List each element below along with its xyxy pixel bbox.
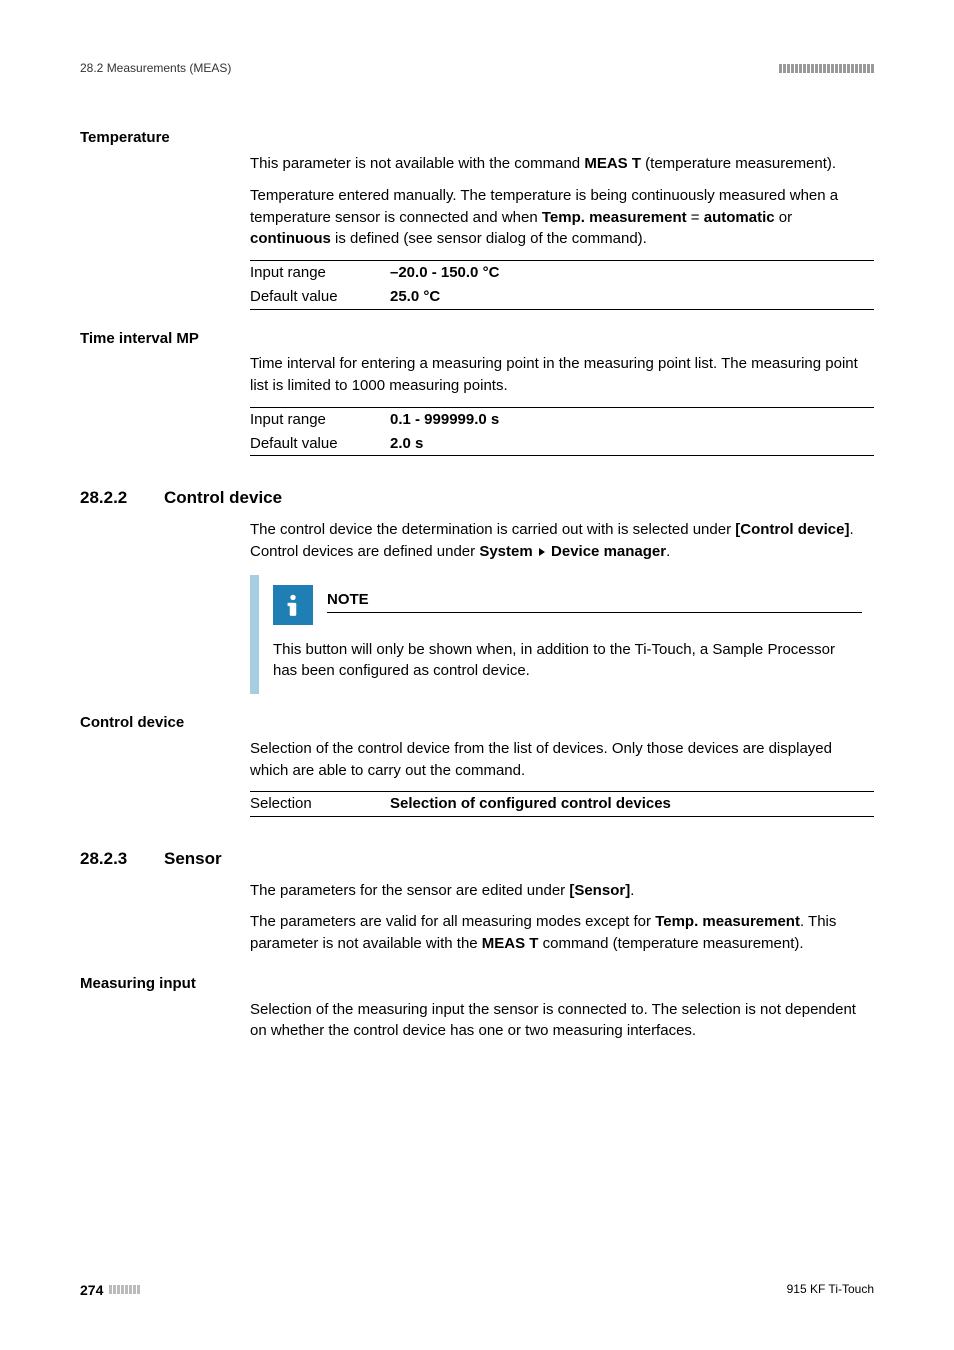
text-bold: continuous [250,230,331,247]
header-section-label: 28.2 Measurements (MEAS) [80,60,231,77]
text: is defined (see sensor dialog of the com… [331,230,647,247]
control-device-spec-table: Selection Selection of configured contro… [250,791,874,817]
text-bold: automatic [704,209,775,226]
text-bold: MEAS T [584,155,641,172]
text-bold: [Sensor] [569,882,630,899]
spec-label: Selection [250,793,390,815]
heading-control-device: Control device [80,712,874,734]
triangle-icon [539,548,545,556]
note-header: NOTE [273,585,862,625]
measuring-input-p1: Selection of the measuring input the sen… [250,999,874,1043]
temperature-spec-table: Input range –20.0 - 150.0 °C Default val… [250,260,874,310]
page-number: 274 [80,1280,103,1300]
text-bold: MEAS T [482,935,539,952]
spec-label: Input range [250,262,390,284]
text: or [775,209,793,226]
temperature-block: This parameter is not available with the… [250,153,874,310]
time-interval-spec-table: Input range 0.1 - 999999.0 s Default val… [250,407,874,457]
text-bold: [Control device] [735,521,849,538]
temperature-p2: Temperature entered manually. The temper… [250,185,874,250]
text: The control device the determination is … [250,521,735,538]
spec-label: Default value [250,286,390,308]
text: This parameter is not available with the… [250,155,584,172]
section-number: 28.2.2 [80,486,140,511]
section-heading-28-2-2: 28.2.2 Control device [80,486,874,511]
header-decoration [779,64,874,73]
table-row: Default value 25.0 °C [250,285,874,309]
spec-value: Selection of configured control devices [390,793,671,815]
spec-value: –20.0 - 150.0 °C [390,262,499,284]
table-row: Input range –20.0 - 150.0 °C [250,261,874,285]
measuring-input-block: Selection of the measuring input the sen… [250,999,874,1043]
footer-product: 915 KF Ti-Touch [787,1281,874,1298]
heading-temperature: Temperature [80,127,874,149]
text: (temperature measurement). [641,155,836,172]
temperature-p1: This parameter is not available with the… [250,153,874,175]
note-title: NOTE [327,585,862,614]
text: command (temperature measurement). [538,935,803,952]
text: = [687,209,704,226]
text-bold: Temp. measurement [655,913,800,930]
section-number: 28.2.3 [80,847,140,872]
heading-time-interval: Time interval MP [80,328,874,350]
section-28-2-2-block: The control device the determination is … [250,519,874,694]
text: The parameters are valid for all measuri… [250,913,655,930]
table-row: Selection Selection of configured contro… [250,792,874,816]
spec-value: 0.1 - 999999.0 s [390,409,499,431]
footer-decoration [109,1285,140,1294]
text: The parameters for the sensor are edited… [250,882,569,899]
page-header: 28.2 Measurements (MEAS) [80,60,874,77]
info-icon [273,585,313,625]
spec-value: 25.0 °C [390,286,440,308]
page-footer: 274 915 KF Ti-Touch [80,1280,874,1300]
text-bold: Temp. measurement [542,209,687,226]
control-device-intro: The control device the determination is … [250,519,874,563]
control-device-block: Selection of the control device from the… [250,738,874,817]
section-heading-28-2-3: 28.2.3 Sensor [80,847,874,872]
sensor-p1: The parameters for the sensor are edited… [250,880,874,902]
text-bold: System [479,543,532,560]
footer-left: 274 [80,1280,140,1300]
note-box: NOTE This button will only be shown when… [250,575,874,695]
text: . [666,543,670,560]
heading-measuring-input: Measuring input [80,973,874,995]
text: . [630,882,634,899]
spec-label: Input range [250,409,390,431]
spec-value: 2.0 s [390,433,423,455]
table-row: Default value 2.0 s [250,432,874,456]
time-interval-p1: Time interval for entering a measuring p… [250,353,874,397]
section-28-2-3-block: The parameters for the sensor are edited… [250,880,874,955]
sensor-p2: The parameters are valid for all measuri… [250,911,874,955]
time-interval-block: Time interval for entering a measuring p… [250,353,874,456]
section-title: Sensor [164,847,222,872]
control-device-p1: Selection of the control device from the… [250,738,874,782]
note-body: This button will only be shown when, in … [273,639,862,683]
table-row: Input range 0.1 - 999999.0 s [250,408,874,432]
spec-label: Default value [250,433,390,455]
text-bold: Device manager [551,543,666,560]
section-title: Control device [164,486,282,511]
